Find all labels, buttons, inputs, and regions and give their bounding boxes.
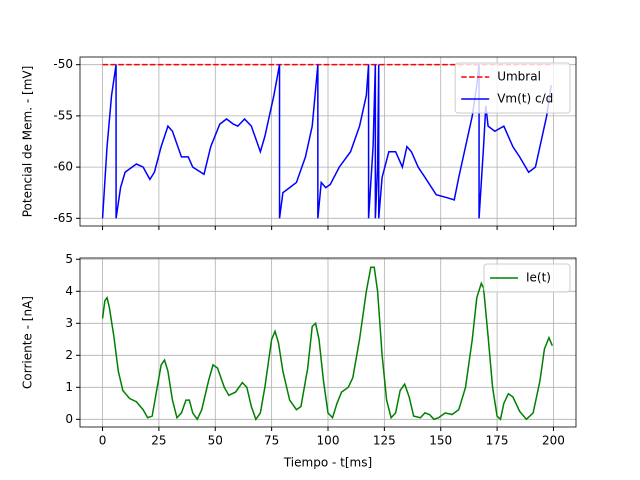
y-tick-label: -60 — [53, 160, 73, 174]
x-tick-label: 0 — [99, 434, 107, 448]
x-tick-label: 75 — [264, 434, 279, 448]
x-axis-label: Tiempo - t[ms] — [283, 456, 372, 470]
legend-box — [483, 263, 571, 293]
y-tick-label: 1 — [65, 380, 73, 394]
y-axis-label: Corriente - [nA] — [21, 296, 35, 389]
y-tick-label: 0 — [65, 412, 73, 426]
legend-label: Umbral — [497, 70, 541, 84]
x-tick-label: 125 — [373, 434, 396, 448]
legend-label: Ie(t) — [526, 271, 551, 285]
y-tick-label: -65 — [53, 211, 73, 225]
x-tick-label: 25 — [151, 434, 166, 448]
x-tick-label: 100 — [317, 434, 340, 448]
legend-label: Vm(t) c/d — [497, 92, 553, 106]
y-tick-label: 2 — [65, 348, 73, 362]
x-tick-label: 150 — [429, 434, 452, 448]
series-line — [101, 266, 554, 421]
y-tick-label: 3 — [65, 316, 73, 330]
y-tick-label: -55 — [53, 108, 73, 122]
legend-box — [454, 62, 571, 114]
x-tick-label: 200 — [542, 434, 565, 448]
y-axis-label: Potencial de Mem. - [mV] — [21, 66, 35, 218]
axes-frame — [79, 56, 577, 227]
axes-frame — [79, 257, 577, 428]
y-tick-label: 5 — [65, 252, 73, 266]
y-tick-label: -50 — [53, 57, 73, 71]
y-tick-label: 4 — [65, 284, 73, 298]
x-tick-label: 175 — [486, 434, 509, 448]
x-tick-label: 50 — [208, 434, 223, 448]
